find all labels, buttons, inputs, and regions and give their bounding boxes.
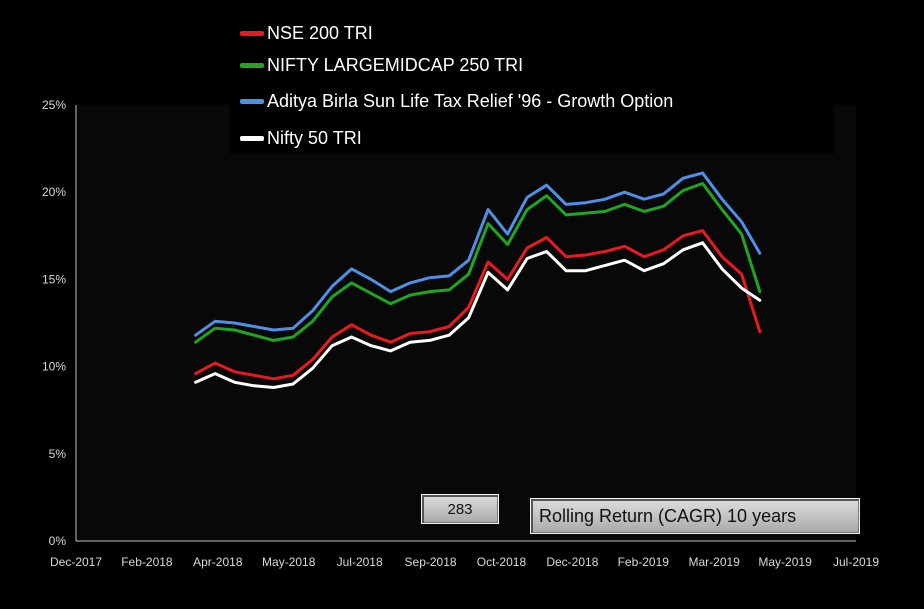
plot-area — [76, 105, 856, 541]
x-tick-label: Dec-2017 — [50, 555, 102, 569]
legend-item-nse-200-tri: NSE 200 TRI — [240, 18, 373, 48]
x-tick-label: Feb-2018 — [121, 555, 173, 569]
counter-box: 283 — [421, 494, 499, 524]
x-tick-label: May-2018 — [262, 555, 316, 569]
legend-swatch-nifty-largemidcap-250-tri — [240, 62, 264, 68]
legend-label-aditya-birla-tax-relief-96: Aditya Birla Sun Life Tax Relief '96 - G… — [267, 90, 674, 111]
x-tick-label: Jul-2019 — [833, 555, 879, 569]
series-line-2 — [194, 229, 762, 381]
x-tick-label: Dec-2018 — [546, 555, 598, 569]
legend-item-aditya-birla-tax-relief-96: Aditya Birla Sun Life Tax Relief '96 - G… — [240, 86, 673, 116]
y-tick-label: 20% — [42, 185, 66, 199]
x-tick-labels: Dec-2017 Feb-2018 Apr-2018 May-2018 Jul-2018… — [50, 555, 879, 569]
y-tick-label: 25% — [42, 98, 66, 112]
legend-item-nifty-largemidcap-250-tri: NIFTY LARGEMIDCAP 250 TRI — [240, 50, 523, 80]
x-tick-label: Oct-2018 — [477, 555, 527, 569]
x-tick-label: May-2019 — [758, 555, 812, 569]
legend-swatch-nifty-50-tri — [240, 135, 264, 141]
legend-item-nifty-50-tri: Nifty 50 TRI — [240, 123, 362, 153]
y-tick-labels: 0% 5% 10% 15% 20% 25% — [42, 98, 66, 548]
series-line-1 — [194, 182, 762, 344]
legend-label-nse-200-tri: NSE 200 TRI — [267, 22, 373, 43]
series-line-0 — [194, 171, 762, 337]
legend: NSE 200 TRI NIFTY LARGEMIDCAP 250 TRI Ad… — [230, 10, 834, 154]
legend-swatch-nse-200-tri — [240, 30, 264, 36]
series-lines — [194, 171, 762, 389]
x-tick-label: Apr-2018 — [193, 555, 243, 569]
legend-label-nifty-largemidcap-250-tri: NIFTY LARGEMIDCAP 250 TRI — [267, 54, 524, 75]
x-tick-label: Feb-2019 — [618, 555, 670, 569]
y-tick-label: 15% — [42, 272, 66, 286]
y-tick-label: 5% — [49, 447, 67, 461]
y-tick-label: 0% — [49, 534, 67, 548]
x-tick-label: Mar-2019 — [689, 555, 741, 569]
legend-label-nifty-50-tri: Nifty 50 TRI — [267, 127, 362, 148]
caption-box: Rolling Return (CAGR) 10 years — [530, 498, 860, 534]
x-tick-label: Sep-2018 — [405, 555, 457, 569]
series-line-3 — [194, 241, 762, 389]
legend-swatch-aditya-birla-tax-relief-96 — [240, 98, 264, 104]
x-tick-label: Jul-2018 — [337, 555, 383, 569]
y-tick-label: 10% — [42, 360, 66, 374]
